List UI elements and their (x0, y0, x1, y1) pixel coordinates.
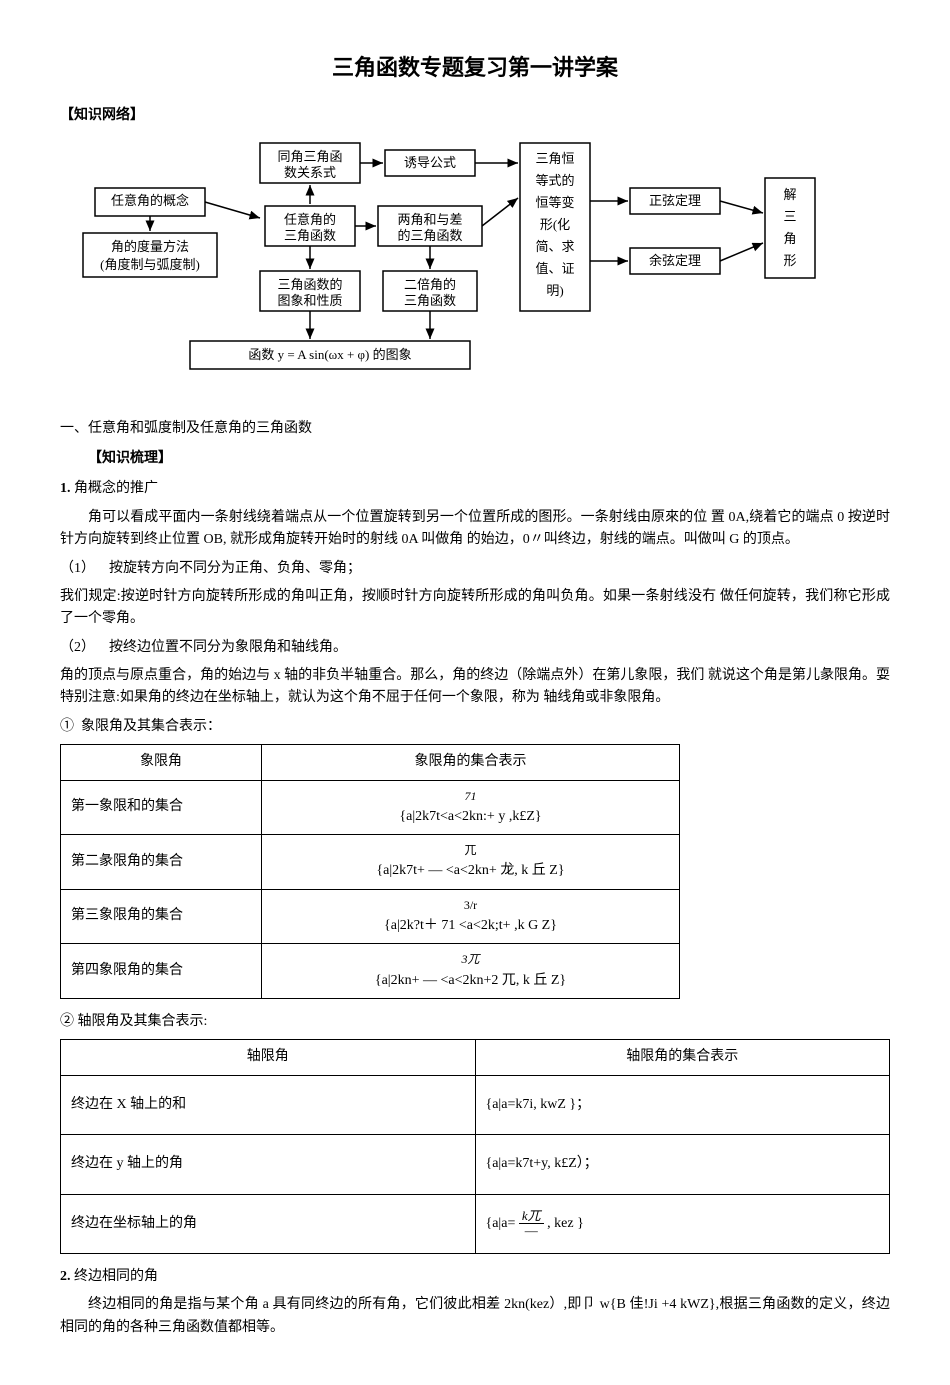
table-cell: 兀 {a|2k7t+ — <a<2kn+ 龙, k 丘 Z} (262, 835, 680, 890)
paragraph: 我们规定:按逆时针方向旋转所形成的角叫正角，按顺时针方向旋转所形成的角叫负角。如… (60, 586, 890, 631)
frac-num: k兀 (519, 1209, 544, 1224)
table-cell: 第三象限角的集合 (61, 889, 262, 944)
item-2-num: 2. (60, 1269, 71, 1284)
diagram-box: 三角恒 (535, 151, 574, 166)
table-cell: 终边在 X 轴上的和 (61, 1075, 476, 1134)
table-row: 终边在 X 轴上的和 {a|a=k7i, kwZ }； (61, 1075, 890, 1134)
sub-item-2: （2） 按终边位置不同分为象限角和轴线角。 (60, 637, 890, 659)
diagram-box: 形 (783, 253, 796, 268)
table-cell: 3兀 {a|2kn+ — <a<2kn+2 兀, k 丘 Z} (262, 944, 680, 999)
table-row: 第三象限角的集合 3/r {a|2k?t＋ 71 <a<2k;t+ ,k G Z… (61, 889, 680, 944)
diagram-box: 图象和性质 (277, 293, 342, 308)
diagram-box: 三角函数 (284, 228, 336, 243)
table-cell: {a|a=k7t+y, k£Z）； (475, 1135, 890, 1194)
formula-frag: , kez } (547, 1216, 584, 1231)
knowledge-diagram: 任意角的概念 角的度量方法 (角度制与弧度制) 同角三角函 数关系式 任意角的 … (60, 138, 890, 398)
diagram-box: 简、求 (535, 239, 574, 254)
diagram-box: 明) (546, 283, 563, 298)
item-2-title: 终边相同的角 (74, 1269, 158, 1284)
paragraph: 角可以看成平面内一条射线绕着端点从一个位置旋转到另一个位置所成的图形。一条射线由… (60, 507, 890, 552)
frac-den: — (519, 1224, 544, 1238)
knowledge-label: 【知识梳理】 (60, 448, 890, 470)
diagram-box: 余弦定理 (649, 253, 701, 268)
table-row: 象限角 象限角的集合表示 (61, 745, 680, 780)
diagram-box: 三角函数 (404, 293, 456, 308)
table-cell: 第一象限和的集合 (61, 780, 262, 835)
diagram-box: 任意角的 (284, 212, 336, 227)
circ2-text: 轴限角及其集合表示: (78, 1014, 208, 1029)
diagram-box: 等式的 (535, 173, 574, 188)
table-header: 轴限角 (61, 1040, 476, 1075)
table-cell: 3/r {a|2k?t＋ 71 <a<2k;t+ ,k G Z} (262, 889, 680, 944)
diagram-box: 恒等变 (535, 195, 574, 210)
table-cell: {a|a=k7i, kwZ }； (475, 1075, 890, 1134)
formula-frag: {a|a= (486, 1216, 516, 1231)
diagram-box: 正弦定理 (649, 193, 701, 208)
diagram-box: 任意角的概念 (111, 193, 189, 208)
table-cell: 终边在坐标轴上的角 (61, 1194, 476, 1253)
table-row: 轴限角 轴限角的集合表示 (61, 1040, 890, 1075)
quadrant-angle-table: 象限角 象限角的集合表示 第一象限和的集合 71 {a|2k7t<a<2kn:+… (60, 744, 680, 999)
sub1-text: 按旋转方向不同分为正角、负角、零角； (109, 561, 361, 576)
paragraph: 角的顶点与原点重合，角的始边与 x 轴的非负半轴重合。那么，角的终边（除端点外）… (60, 665, 890, 710)
fraction: k兀 — (519, 1209, 544, 1239)
table-row: 第四象限角的集合 3兀 {a|2kn+ — <a<2kn+2 兀, k 丘 Z} (61, 944, 680, 999)
diagram-box: 两角和与差 (397, 212, 462, 227)
table-cell: {a|a= k兀 — , kez } (475, 1194, 890, 1253)
sub2-text: 按终边位置不同分为象限角和轴线角。 (109, 640, 347, 655)
diagram-box: 函数 y = A sin(ωx + φ) 的图象 (248, 347, 411, 362)
diagram-box: 二倍角的 (404, 277, 456, 292)
axis-angle-table: 轴限角 轴限角的集合表示 终边在 X 轴上的和 {a|a=k7i, kwZ }；… (60, 1039, 890, 1254)
page-title: 三角函数专题复习第一讲学案 (60, 50, 890, 85)
diagram-box: (角度制与弧度制) (100, 257, 200, 272)
formula-frag: 71 (272, 787, 669, 806)
formula-frag: 兀 (272, 841, 669, 860)
diagram-box: 的三角函数 (397, 228, 462, 243)
table-row: 第二彖限角的集合 兀 {a|2k7t+ — <a<2kn+ 龙, k 丘 Z} (61, 835, 680, 890)
table-header: 象限角 (61, 745, 262, 780)
circ1-num: ① (60, 719, 74, 734)
diagram-box: 形(化 (540, 217, 570, 232)
heading-section-1: 一、任意角和弧度制及任意角的三角函数 (60, 418, 890, 440)
table-cell: 终边在 y 轴上的角 (61, 1135, 476, 1194)
circ1-text: 象限角及其集合表示： (81, 719, 221, 734)
table-header: 象限角的集合表示 (262, 745, 680, 780)
table-row: 终边在 y 轴上的角 {a|a=k7t+y, k£Z）； (61, 1135, 890, 1194)
diagram-box: 解 (783, 187, 796, 202)
formula-frag: {a|2k?t＋ 71 <a<2k;t+ ,k G Z} (272, 915, 669, 937)
formula-frag: 3兀 (272, 950, 669, 969)
table-row: 第一象限和的集合 71 {a|2k7t<a<2kn:+ y ,k£Z} (61, 780, 680, 835)
table-row: 终边在坐标轴上的角 {a|a= k兀 — , kez } (61, 1194, 890, 1253)
table-cell: 第二彖限角的集合 (61, 835, 262, 890)
network-label: 【知识网络】 (60, 105, 890, 127)
item-2: 2. 终边相同的角 (60, 1266, 890, 1288)
sub2-num: （2） (60, 640, 95, 655)
paragraph: 终边相同的角是指与某个角 a 具有同终边的所有角，它们彼此相差 2kn(kez）… (60, 1294, 890, 1339)
formula-frag: 3/r (272, 896, 669, 915)
diagram-box: 诱导公式 (404, 155, 456, 170)
formula-frag: {a|2kn+ — <a<2kn+2 兀, k 丘 Z} (272, 970, 669, 992)
circ-item-2: ② 轴限角及其集合表示: (60, 1011, 890, 1033)
diagram-box: 角的度量方法 (111, 239, 189, 254)
item-1: 1. 角概念的推广 (60, 478, 890, 500)
item-1-num: 1. (60, 481, 71, 496)
sub-item-1: （1） 按旋转方向不同分为正角、负角、零角； (60, 558, 890, 580)
sub1-num: （1） (60, 561, 95, 576)
diagram-box: 角 (783, 231, 796, 246)
diagram-box: 三角函数的 (277, 277, 342, 292)
item-1-title: 角概念的推广 (74, 481, 158, 496)
diagram-box: 同角三角函 (277, 149, 342, 164)
diagram-box: 三 (783, 209, 796, 224)
diagram-box: 值、证 (535, 261, 574, 276)
table-header: 轴限角的集合表示 (475, 1040, 890, 1075)
circ-item-1: ① 象限角及其集合表示： (60, 716, 890, 738)
circ2-num: ② (60, 1014, 74, 1029)
formula-frag: {a|2k7t<a<2kn:+ y ,k£Z} (272, 806, 669, 828)
table-cell: 71 {a|2k7t<a<2kn:+ y ,k£Z} (262, 780, 680, 835)
diagram-box: 数关系式 (284, 165, 336, 180)
table-cell: 第四象限角的集合 (61, 944, 262, 999)
formula-frag: {a|2k7t+ — <a<2kn+ 龙, k 丘 Z} (272, 860, 669, 882)
